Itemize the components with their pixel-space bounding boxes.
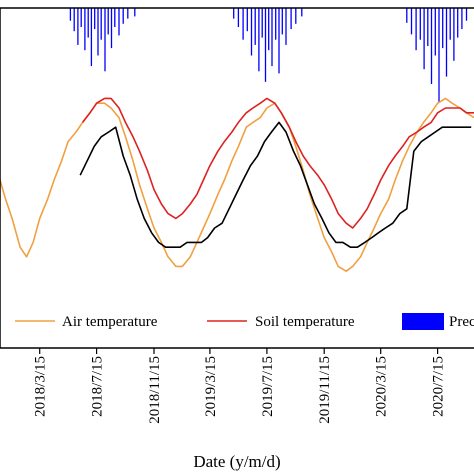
x-tick-label: 2020/3/15 — [374, 356, 390, 417]
legend: Air temperature Soil temperature Prec — [15, 313, 474, 330]
legend-prec-swatch — [402, 313, 444, 330]
legend-air-label: Air temperature — [62, 314, 158, 330]
x-axis: 2018/3/15 2018/7/15 2018/11/15 2019/3/15 201… — [33, 348, 447, 424]
x-tick-label: 2018/11/15 — [147, 356, 163, 424]
plot-frame — [0, 7, 474, 349]
x-tick-label: 2020/7/15 — [431, 356, 447, 417]
black-series-line — [79, 121, 472, 248]
x-tick-label: 2018/3/15 — [33, 356, 49, 417]
x-tick-label: 2018/7/15 — [90, 356, 106, 417]
x-tick-label: 2019/11/15 — [317, 356, 333, 424]
x-tick-label: 2019/7/15 — [260, 356, 276, 417]
precipitation-bars — [69, 8, 468, 103]
legend-soil-label: Soil temperature — [255, 314, 355, 330]
x-tick-label: 2019/3/15 — [203, 356, 219, 417]
soil-temperature-line — [81, 97, 474, 229]
legend-prec-label: Prec — [449, 314, 474, 330]
air-temperature-line — [0, 97, 474, 273]
x-axis-title: Date (y/m/d) — [193, 452, 280, 471]
temperature-lines — [0, 97, 474, 273]
